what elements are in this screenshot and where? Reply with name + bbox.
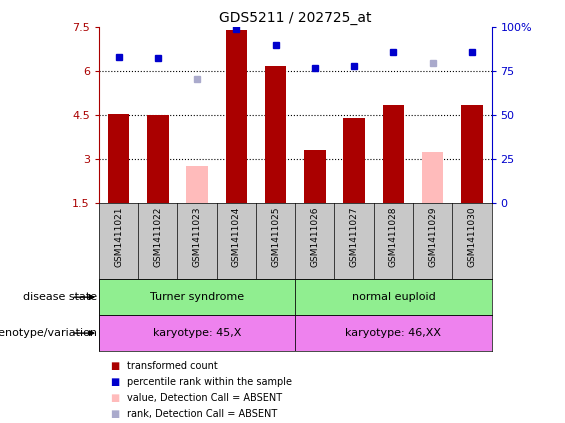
Bar [186,167,208,203]
Text: percentile rank within the sample: percentile rank within the sample [127,377,292,387]
Bar [461,105,483,203]
Title: GDS5211 / 202725_at: GDS5211 / 202725_at [219,11,371,25]
Text: value, Detection Call = ABSENT: value, Detection Call = ABSENT [127,393,282,403]
Text: normal euploid: normal euploid [351,292,435,302]
Text: GSM1411027: GSM1411027 [350,207,359,267]
Text: transformed count: transformed count [127,361,218,371]
Text: rank, Detection Call = ABSENT: rank, Detection Call = ABSENT [127,409,277,419]
Text: karyotype: 46,XX: karyotype: 46,XX [345,328,441,338]
Bar [295,315,492,351]
Text: GSM1411030: GSM1411030 [467,207,476,267]
Bar [422,152,444,203]
Text: GSM1411021: GSM1411021 [114,207,123,267]
Bar [225,30,247,203]
Bar [265,66,286,203]
Text: genotype/variation: genotype/variation [0,328,97,338]
Text: GSM1411028: GSM1411028 [389,207,398,267]
Text: disease state: disease state [23,292,97,302]
Bar [304,151,325,203]
Text: GSM1411023: GSM1411023 [193,207,202,267]
Text: GSM1411026: GSM1411026 [310,207,319,267]
Bar [344,118,365,203]
Bar [108,114,129,203]
Text: ■: ■ [110,409,119,419]
Text: ■: ■ [110,361,119,371]
Text: ■: ■ [110,393,119,403]
Bar [383,105,404,203]
Bar [295,279,492,315]
Text: ■: ■ [110,377,119,387]
Text: karyotype: 45,X: karyotype: 45,X [153,328,241,338]
Text: GSM1411025: GSM1411025 [271,207,280,267]
Text: Turner syndrome: Turner syndrome [150,292,244,302]
Bar [99,315,295,351]
Text: GSM1411029: GSM1411029 [428,207,437,267]
Text: GSM1411022: GSM1411022 [153,207,162,267]
Bar [99,279,295,315]
Text: GSM1411024: GSM1411024 [232,207,241,267]
Bar [147,115,168,203]
